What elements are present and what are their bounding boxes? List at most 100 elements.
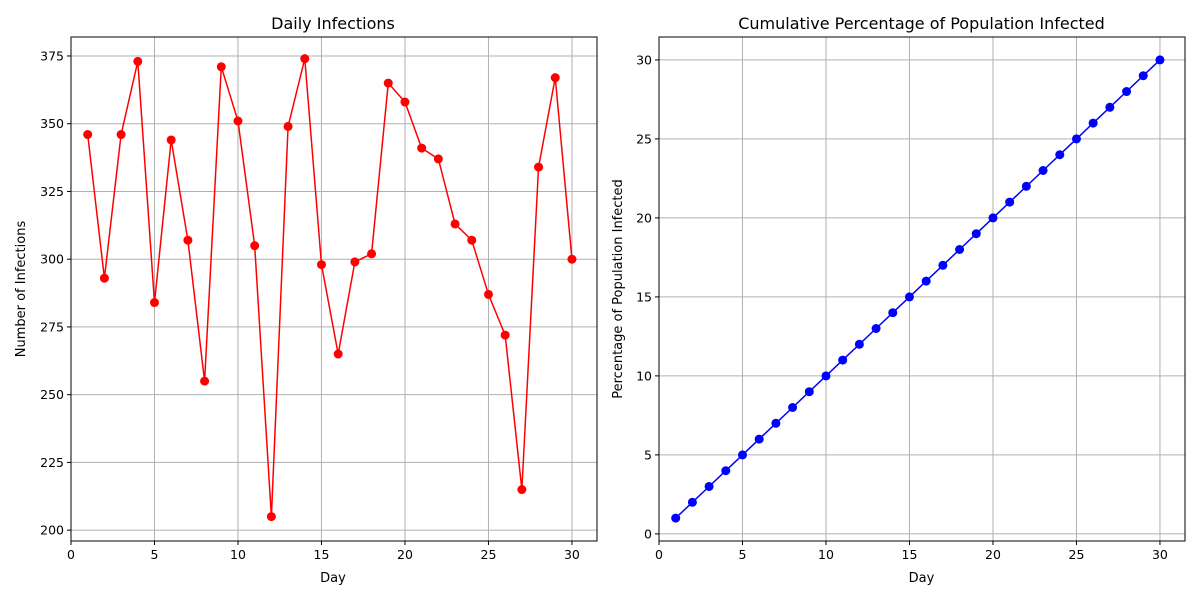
data-point: [350, 257, 360, 267]
axis-ticks: 0 5 10 15 20 25 30 0 5 10 15 20 25 30: [636, 52, 1168, 562]
data-point: [367, 249, 377, 259]
y-tick-label: 15: [636, 289, 652, 304]
data-point: [116, 130, 126, 140]
data-point: [671, 513, 681, 523]
data-point: [888, 308, 898, 318]
data-point: [737, 450, 747, 460]
y-tick-label: 30: [636, 52, 652, 67]
data-point: [467, 235, 477, 245]
chart-panel-cumulative-percentage: Cumulative Percentage of Population Infe…: [611, 14, 1186, 586]
y-tick-label: 325: [40, 184, 64, 199]
x-axis-label: Day: [909, 571, 935, 586]
chart-title: Cumulative Percentage of Population Infe…: [738, 14, 1105, 33]
chart-panel-daily-infections: Daily Infections Day Number of Infection…: [14, 14, 598, 586]
series-line: [675, 59, 1161, 519]
data-point: [534, 162, 544, 172]
data-point: [517, 485, 527, 495]
data-point: [854, 339, 864, 349]
x-tick-label: 30: [564, 547, 580, 562]
x-tick-label: 20: [985, 547, 1001, 562]
data-point: [99, 273, 109, 283]
data-point: [971, 229, 981, 239]
data-point: [988, 213, 998, 223]
data-point: [250, 241, 260, 251]
data-point: [871, 323, 881, 333]
data-point: [233, 116, 243, 126]
data-point: [200, 376, 210, 386]
y-axis-label: Percentage of Population Infected: [611, 179, 626, 399]
data-point: [838, 355, 848, 365]
x-tick-label: 25: [481, 547, 497, 562]
x-tick-label: 15: [902, 547, 918, 562]
data-point: [266, 512, 276, 522]
data-point: [1038, 166, 1048, 176]
data-point: [83, 130, 93, 140]
y-tick-label: 350: [40, 116, 64, 131]
grid-lines: [658, 37, 1185, 541]
data-point: [183, 235, 193, 245]
data-point: [149, 298, 159, 308]
data-point: [788, 402, 798, 412]
data-point: [417, 143, 427, 153]
data-point: [166, 135, 176, 145]
data-point: [383, 78, 393, 88]
data-point: [483, 289, 493, 299]
x-tick-label: 15: [314, 547, 330, 562]
data-point: [567, 254, 577, 264]
grid-lines: [70, 37, 597, 541]
data-point: [1005, 197, 1015, 207]
x-tick-label: 25: [1069, 547, 1085, 562]
data-point: [333, 349, 343, 359]
data-point: [921, 276, 931, 286]
data-point: [721, 466, 731, 476]
data-point: [500, 330, 510, 340]
y-tick-label: 0: [644, 526, 652, 541]
y-tick-label: 20: [636, 210, 652, 225]
data-point: [704, 481, 714, 491]
x-tick-label: 10: [230, 547, 246, 562]
data-point: [300, 54, 310, 64]
data-point: [938, 260, 948, 270]
x-tick-label: 10: [818, 547, 834, 562]
series-markers: [671, 55, 1165, 523]
data-point: [821, 371, 831, 381]
x-tick-label: 0: [655, 547, 663, 562]
data-point: [1138, 71, 1148, 81]
data-point: [1155, 55, 1165, 65]
x-tick-label: 20: [397, 547, 413, 562]
y-tick-label: 225: [40, 455, 64, 470]
y-tick-label: 25: [636, 131, 652, 146]
data-point: [216, 62, 226, 72]
x-tick-label: 30: [1152, 547, 1168, 562]
plot-frame: [70, 36, 598, 542]
data-point: [904, 292, 914, 302]
data-point: [1088, 118, 1098, 128]
data-point: [955, 245, 965, 255]
data-point: [1055, 150, 1065, 160]
data-point: [283, 121, 293, 131]
data-point: [316, 260, 326, 270]
x-tick-label: 0: [67, 547, 75, 562]
data-point: [400, 97, 410, 107]
data-point: [450, 219, 460, 229]
y-axis-label: Number of Infections: [14, 221, 29, 358]
data-point: [687, 497, 697, 507]
data-point: [771, 418, 781, 428]
data-point: [804, 387, 814, 397]
y-tick-label: 5: [644, 447, 652, 462]
data-point: [133, 56, 143, 66]
y-tick-label: 300: [40, 252, 64, 267]
data-point: [1122, 87, 1132, 97]
x-axis-label: Day: [320, 571, 346, 586]
axis-ticks: 0 5 10 15 20 25 30 200 225 250 275 300 325 350 375: [40, 48, 580, 562]
y-tick-label: 200: [40, 523, 64, 538]
plot-frame: [658, 36, 1186, 542]
series-markers: [83, 54, 577, 522]
chart-title: Daily Infections: [271, 14, 395, 33]
data-point: [433, 154, 443, 164]
y-tick-label: 375: [40, 48, 64, 63]
data-point: [1105, 102, 1115, 112]
x-tick-label: 5: [151, 547, 159, 562]
data-point: [754, 434, 764, 444]
